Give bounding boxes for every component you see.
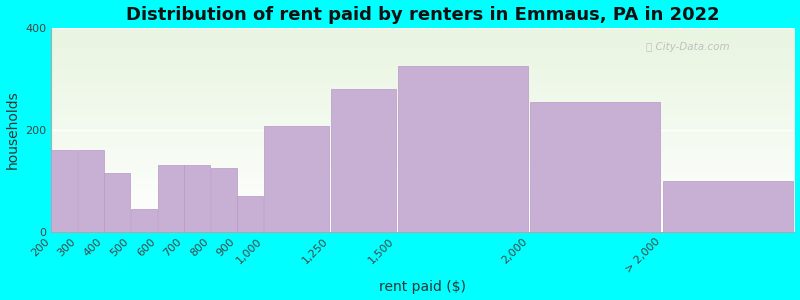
Bar	[663, 181, 793, 232]
X-axis label: rent paid ($): rent paid ($)	[379, 280, 466, 294]
Text: ⓘ City-Data.com: ⓘ City-Data.com	[646, 42, 730, 52]
Bar	[78, 150, 104, 232]
Bar	[330, 89, 395, 232]
Bar	[530, 102, 660, 232]
Y-axis label: households: households	[6, 90, 19, 169]
Bar	[184, 165, 210, 232]
Bar	[210, 168, 237, 232]
Bar	[105, 173, 130, 232]
Bar	[158, 165, 183, 232]
Bar	[264, 126, 329, 232]
Title: Distribution of rent paid by renters in Emmaus, PA in 2022: Distribution of rent paid by renters in …	[126, 6, 719, 24]
Bar	[398, 66, 528, 232]
Bar	[131, 209, 157, 232]
Bar	[237, 196, 263, 232]
Bar	[51, 150, 78, 232]
